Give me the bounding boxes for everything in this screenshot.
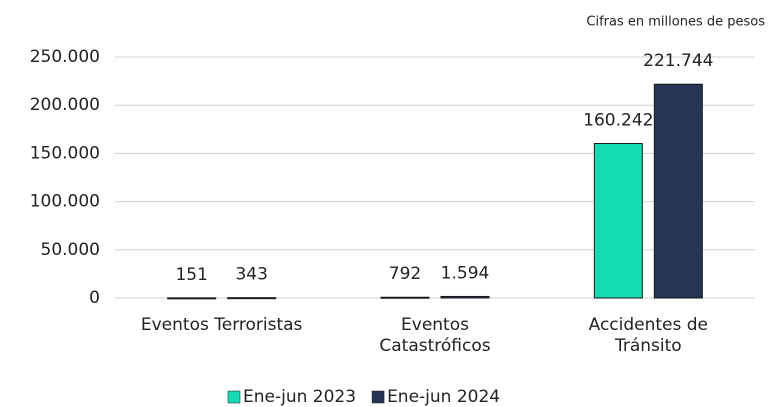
legend-swatch	[371, 390, 385, 404]
value-label: 1.594	[441, 263, 490, 283]
value-label: 160.242	[583, 111, 653, 131]
bar	[653, 83, 703, 299]
y-tick-label: 100.000	[30, 192, 100, 212]
x-tick-label: Eventos Terroristas	[140, 315, 303, 335]
x-tick-label: Accidentes de Tránsito	[588, 315, 709, 356]
bar	[227, 297, 277, 300]
x-tick-label: Eventos Catastróficos	[379, 315, 491, 356]
bar	[440, 295, 490, 299]
bar	[593, 143, 643, 299]
y-tick-label: 50.000	[41, 240, 100, 260]
chart-note: Cifras en millones de pesos	[586, 15, 765, 30]
legend-swatch	[227, 390, 241, 404]
bar	[380, 296, 430, 299]
value-label: 151	[175, 265, 207, 285]
bar	[167, 297, 217, 300]
value-label: 792	[389, 264, 421, 284]
value-label: 221.744	[643, 51, 713, 71]
y-tick-label: 150.000	[30, 143, 100, 163]
legend-label: Ene-jun 2023	[243, 387, 356, 407]
y-tick-label: 0	[89, 288, 100, 308]
y-tick-label: 200.000	[30, 95, 100, 115]
legend-label: Ene-jun 2024	[387, 387, 500, 407]
value-label: 343	[235, 265, 267, 285]
y-tick-label: 250.000	[30, 47, 100, 67]
